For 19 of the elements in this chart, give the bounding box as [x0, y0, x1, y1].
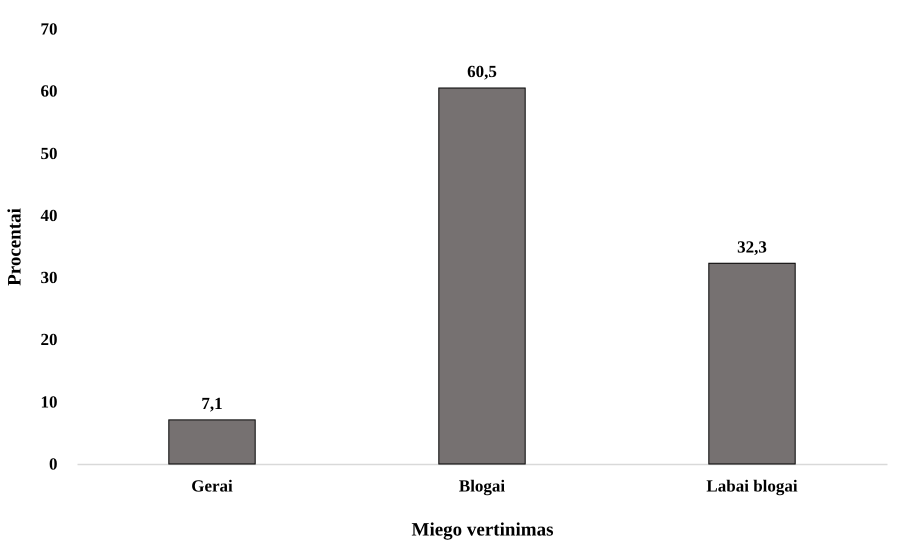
y-axis-title: Procentai [4, 208, 26, 286]
data-label: 32,3 [737, 237, 767, 256]
y-tick-label: 0 [49, 454, 58, 474]
y-tick-label: 70 [40, 20, 58, 38]
y-tick-label: 10 [40, 392, 58, 412]
x-tick-label: Gerai [191, 476, 234, 496]
x-axis-title: Miego vertinimas [412, 520, 554, 540]
bar [168, 419, 256, 464]
bar [708, 262, 796, 464]
bar [438, 88, 526, 464]
y-tick-label: 30 [40, 268, 58, 288]
y-tick-label: 20 [40, 330, 58, 350]
y-tick-label: 40 [40, 206, 58, 225]
x-tick-label: Labai blogai [706, 476, 798, 496]
data-label: 60,5 [467, 62, 497, 82]
y-tick-label: 60 [40, 82, 58, 101]
data-label: 7,1 [201, 394, 223, 413]
y-tick-label: 50 [40, 144, 58, 163]
x-tick-label: Blogai [458, 476, 506, 496]
